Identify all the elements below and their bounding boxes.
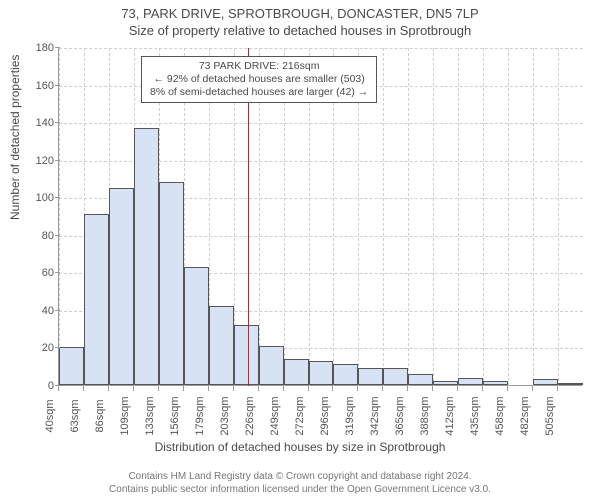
histogram-bar — [134, 128, 159, 385]
gridline-v — [59, 48, 60, 386]
x-tick-label: 40sqm — [44, 386, 56, 446]
y-tick-label: 180 — [14, 43, 54, 53]
plot-area: 73 PARK DRIVE: 216sqm ← 92% of detached … — [58, 48, 582, 386]
x-tick-mark — [58, 386, 59, 391]
x-tick-mark — [432, 386, 433, 391]
x-tick-label: 388sqm — [419, 386, 431, 446]
chart-title-line2: Size of property relative to detached ho… — [0, 23, 600, 38]
histogram-bar — [284, 359, 309, 385]
x-tick-label: 342sqm — [369, 386, 381, 446]
x-tick-label: 458sqm — [494, 386, 506, 446]
x-tick-mark — [158, 386, 159, 391]
y-tick-label: 60 — [14, 268, 54, 278]
x-tick-label: 203sqm — [219, 386, 231, 446]
y-tick-label: 120 — [14, 156, 54, 166]
histogram-bar — [433, 381, 458, 385]
histogram-bar — [59, 347, 84, 385]
annotation-line1: 73 PARK DRIVE: 216sqm — [150, 60, 368, 73]
x-tick-label: 109sqm — [119, 386, 131, 446]
x-tick-mark — [482, 386, 483, 391]
plot-frame: 73 PARK DRIVE: 216sqm ← 92% of detached … — [58, 48, 582, 386]
x-tick-label: 179sqm — [194, 386, 206, 446]
histogram-bar — [333, 364, 358, 385]
x-tick-label: 156sqm — [169, 386, 181, 446]
histogram-bar — [109, 188, 134, 385]
x-tick-mark — [407, 386, 408, 391]
y-tick-label: 80 — [14, 231, 54, 241]
x-tick-label: 482sqm — [519, 386, 531, 446]
x-tick-label: 296sqm — [319, 386, 331, 446]
x-tick-mark — [133, 386, 134, 391]
x-axis-label: Distribution of detached houses by size … — [0, 440, 600, 454]
histogram-bar — [209, 306, 234, 385]
histogram-bar — [84, 214, 109, 385]
x-tick-mark — [258, 386, 259, 391]
gridline-v — [458, 48, 459, 386]
x-tick-label: 272sqm — [294, 386, 306, 446]
x-tick-mark — [457, 386, 458, 391]
x-tick-label: 249sqm — [269, 386, 281, 446]
x-tick-mark — [357, 386, 358, 391]
x-tick-label: 412sqm — [444, 386, 456, 446]
x-tick-mark — [332, 386, 333, 391]
histogram-bar — [358, 368, 383, 385]
x-tick-mark — [233, 386, 234, 391]
x-tick-mark — [532, 386, 533, 391]
y-tick-label: 100 — [14, 193, 54, 203]
gridline-v — [483, 48, 484, 386]
histogram-bar — [458, 378, 483, 386]
x-tick-label: 505sqm — [544, 386, 556, 446]
x-tick-label: 226sqm — [244, 386, 256, 446]
y-tick-label: 140 — [14, 118, 54, 128]
histogram-bar — [533, 379, 558, 385]
gridline-h — [59, 123, 583, 124]
gridline-v — [408, 48, 409, 386]
y-tick-label: 40 — [14, 306, 54, 316]
histogram-bar — [259, 346, 284, 385]
x-tick-label: 435sqm — [469, 386, 481, 446]
x-tick-label: 319sqm — [344, 386, 356, 446]
gridline-v — [508, 48, 509, 386]
chart-title-line1: 73, PARK DRIVE, SPROTBROUGH, DONCASTER, … — [0, 6, 600, 21]
gridline-v — [533, 48, 534, 386]
chart-container: 73, PARK DRIVE, SPROTBROUGH, DONCASTER, … — [0, 0, 600, 500]
x-tick-label: 133sqm — [144, 386, 156, 446]
x-tick-label: 365sqm — [394, 386, 406, 446]
x-tick-mark — [308, 386, 309, 391]
footer-attribution: Contains HM Land Registry data © Crown c… — [0, 471, 600, 496]
x-tick-mark — [108, 386, 109, 391]
histogram-bar — [309, 361, 334, 385]
x-tick-label: 63sqm — [69, 386, 81, 446]
annotation-line2: ← 92% of detached houses are smaller (50… — [150, 73, 368, 86]
footer-line1: Contains HM Land Registry data © Crown c… — [0, 471, 600, 484]
gridline-h — [59, 48, 583, 49]
histogram-bar — [159, 182, 184, 385]
histogram-bar — [558, 383, 583, 385]
histogram-bar — [234, 325, 259, 385]
gridline-v — [558, 48, 559, 386]
x-tick-mark — [507, 386, 508, 391]
chart-titles: 73, PARK DRIVE, SPROTBROUGH, DONCASTER, … — [0, 0, 600, 38]
histogram-bar — [184, 267, 209, 385]
annotation-line3: 8% of semi-detached houses are larger (4… — [150, 86, 368, 99]
x-tick-mark — [208, 386, 209, 391]
x-tick-mark — [83, 386, 84, 391]
histogram-bar — [408, 374, 433, 385]
gridline-v — [383, 48, 384, 386]
x-tick-mark — [283, 386, 284, 391]
x-tick-mark — [183, 386, 184, 391]
y-tick-label: 20 — [14, 343, 54, 353]
footer-line2: Contains public sector information licen… — [0, 484, 600, 497]
histogram-bar — [483, 381, 508, 385]
x-tick-mark — [382, 386, 383, 391]
gridline-v — [433, 48, 434, 386]
x-tick-label: 86sqm — [94, 386, 106, 446]
x-tick-mark — [557, 386, 558, 391]
histogram-bar — [383, 368, 408, 385]
annotation-box: 73 PARK DRIVE: 216sqm ← 92% of detached … — [141, 56, 377, 103]
y-tick-label: 160 — [14, 81, 54, 91]
